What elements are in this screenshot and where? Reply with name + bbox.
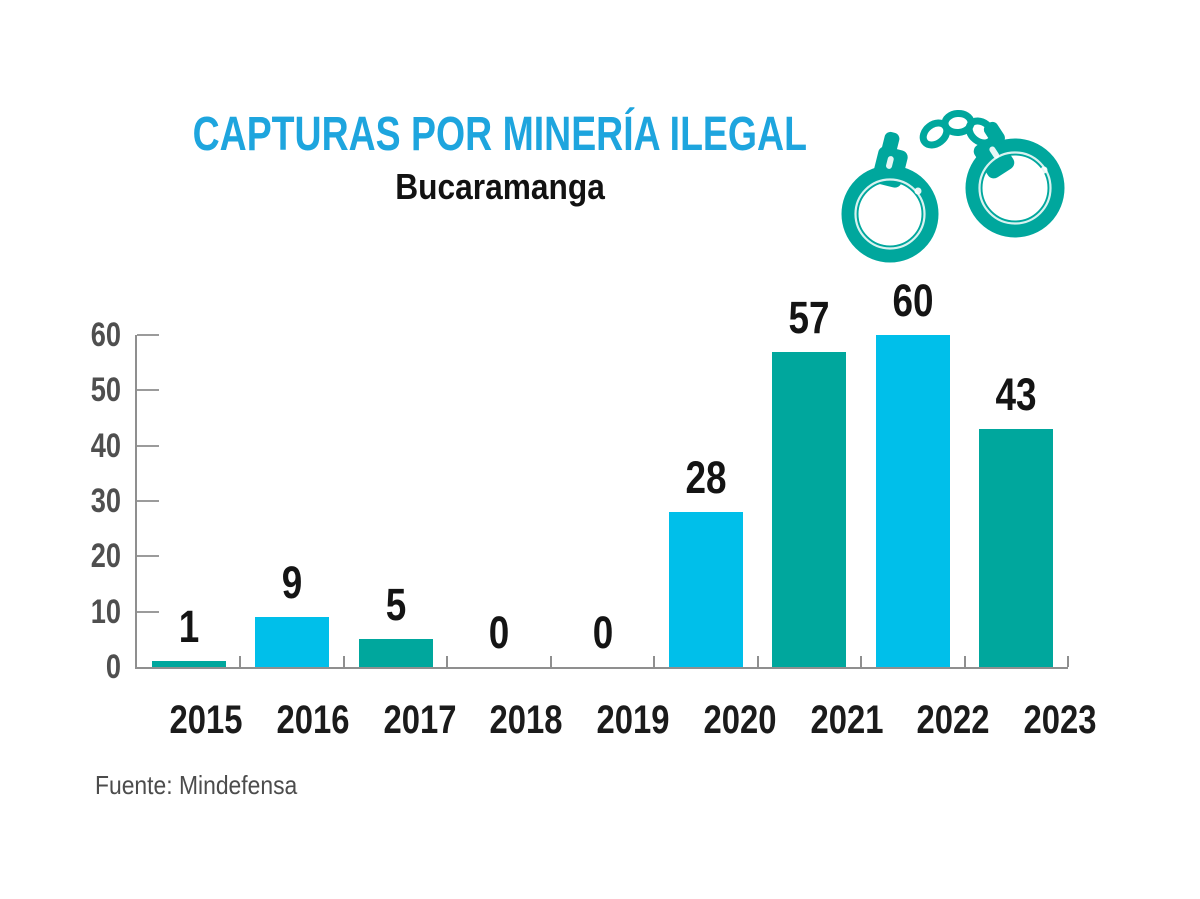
value-label-2023: 43 <box>995 369 1037 421</box>
value-label-2021: 57 <box>788 291 830 343</box>
x-axis-tick-end <box>1067 656 1069 667</box>
bar-2021 <box>772 351 847 667</box>
y-gridtick-20 <box>137 555 159 558</box>
bar-2023 <box>979 429 1054 667</box>
x-axis-tick-1 <box>239 656 242 667</box>
x-axis-tick-4 <box>549 656 552 667</box>
y-gridtick-40 <box>137 444 159 447</box>
x-axis-tick-6 <box>756 656 759 667</box>
x-axis-label-2017: 2017 <box>383 698 456 742</box>
x-axis-label-2021: 2021 <box>810 698 883 742</box>
bar-2020 <box>668 512 743 667</box>
x-axis-label-2020: 2020 <box>703 698 777 742</box>
y-gridtick-60 <box>137 334 159 336</box>
x-axis-tick-8 <box>963 656 966 667</box>
x-axis-label-2018: 2018 <box>489 698 563 742</box>
handcuffs-icon <box>841 109 1065 263</box>
value-label-2022: 60 <box>892 275 934 326</box>
source-note-text: Fuente: Mindefensa <box>95 770 298 800</box>
value-label-2016: 9 <box>281 557 303 609</box>
chart-title-text: CAPTURAS POR MINERÍA ILEGAL <box>192 108 808 161</box>
bar-2016 <box>255 617 330 667</box>
value-label-2015: 1 <box>178 601 199 653</box>
x-axis-label-2019: 2019 <box>596 698 670 742</box>
bar-2022 <box>875 335 950 667</box>
x-axis-label-2022: 2022 <box>916 698 990 742</box>
y-axis-label-60: 60 <box>90 316 121 354</box>
chart-title: CAPTURAS POR MINERÍA ILEGAL <box>0 108 1000 161</box>
y-axis-label-0: 0 <box>105 648 121 686</box>
x-axis-tick-5 <box>653 656 656 667</box>
y-gridtick-30 <box>137 500 159 502</box>
x-axis-tick-7 <box>860 656 863 667</box>
y-gridtick-10 <box>137 610 159 613</box>
y-axis-label-30: 30 <box>90 482 121 520</box>
x-axis-tick-2 <box>342 656 345 667</box>
chart-subtitle: Bucaramanga <box>0 166 1000 208</box>
x-axis-label-2023: 2023 <box>1023 698 1097 742</box>
y-axis-label-50: 50 <box>90 371 121 410</box>
bar-2017 <box>358 639 433 667</box>
bar-chart-plot-area: 0 10 20 30 40 50 60 1 9 5 0 0 28 57 60 43 <box>91 278 1069 684</box>
y-axis-label-20: 20 <box>90 537 121 576</box>
y-axis-label-10: 10 <box>90 592 121 631</box>
x-axis-label-2016: 2016 <box>276 698 350 742</box>
x-axis-tick-3 <box>446 656 449 667</box>
y-gridtick-50 <box>137 389 159 392</box>
source-note: Fuente: Mindefensa <box>95 770 325 801</box>
value-label-2020: 28 <box>685 452 727 504</box>
chart-subtitle-text: Bucaramanga <box>395 166 605 207</box>
value-label-2019: 0 <box>592 607 613 658</box>
bar-2015 <box>151 661 226 667</box>
x-axis-label-2015: 2015 <box>169 698 243 742</box>
y-axis-label-40: 40 <box>90 426 121 465</box>
value-label-2017: 5 <box>385 579 406 631</box>
value-label-2018: 0 <box>488 607 510 658</box>
